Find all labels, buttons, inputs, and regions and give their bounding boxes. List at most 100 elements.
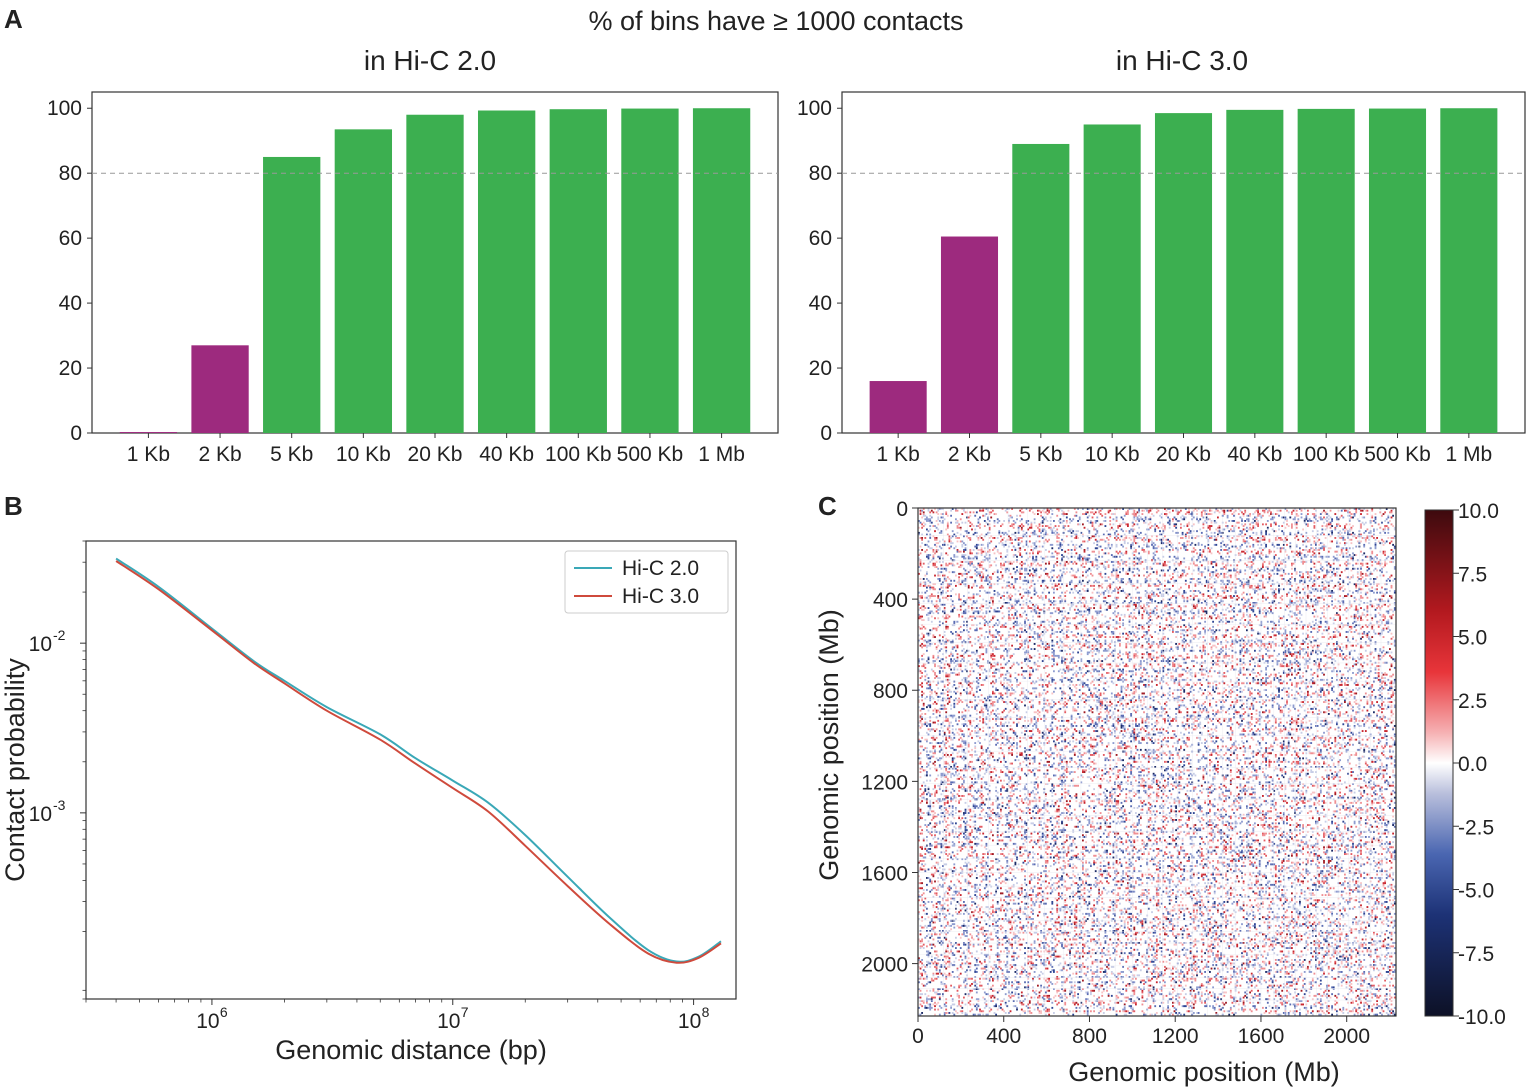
heatmap-cell [985, 733, 988, 736]
heatmap-cell [1017, 863, 1020, 866]
heatmap-cell [982, 672, 985, 674]
heatmap-cell [959, 795, 962, 797]
heatmap-cell [945, 829, 948, 832]
heatmap-cell [1008, 777, 1010, 780]
heatmap-cell [929, 697, 932, 700]
heatmap-cell [979, 610, 981, 613]
heatmap-cell [942, 520, 944, 522]
heatmap-cell [967, 675, 970, 678]
heatmap-cell [958, 880, 961, 883]
heatmap-cell [938, 993, 941, 996]
heatmap-cell [1001, 612, 1004, 615]
heatmap-cell [1016, 957, 1018, 960]
heatmap-cell [956, 634, 959, 637]
heatmap-cell [1008, 919, 1010, 922]
heatmap-cell [953, 672, 956, 674]
heatmap-cell [924, 663, 927, 666]
heatmap-cell [934, 844, 936, 847]
heatmap-cell [935, 906, 938, 909]
heatmap-cell [948, 665, 951, 668]
heatmap-cell [935, 967, 938, 970]
heatmap-cell [935, 646, 938, 649]
heatmap-cell [921, 796, 924, 799]
heatmap-cell [922, 839, 925, 842]
heatmap-cell [982, 701, 985, 704]
heatmap-cell [985, 699, 988, 702]
heatmap-cell [1020, 726, 1023, 729]
heatmap-cell [956, 969, 959, 972]
heatmap-cell [971, 624, 973, 627]
heatmap-cell [940, 965, 943, 968]
heatmap-cell [983, 853, 986, 856]
heatmap-cell [1024, 610, 1026, 613]
heatmap-cell [992, 596, 994, 599]
heatmap-cell [1009, 514, 1012, 517]
heatmap-cell [971, 952, 973, 955]
heatmap-cell [1008, 530, 1010, 533]
heatmap-cell [1000, 788, 1002, 791]
heatmap-cell [958, 912, 961, 915]
heatmap-cell [1022, 725, 1025, 727]
heatmap-cell [955, 885, 957, 888]
heatmap-cell [998, 880, 1001, 883]
heatmap-cell [937, 523, 940, 526]
heatmap-cell [951, 757, 954, 760]
heatmap-cell [992, 979, 994, 982]
heatmap-cell [919, 933, 922, 936]
heatmap-cell [1004, 877, 1007, 879]
heatmap-cell [1008, 514, 1010, 517]
heatmap-cell [1024, 757, 1026, 760]
heatmap-cell [967, 837, 970, 840]
heatmap-cell [963, 924, 965, 927]
heatmap-cell [964, 788, 967, 791]
heatmap-cell [967, 571, 970, 574]
heatmap-cell [959, 769, 962, 772]
heatmap-cell [932, 562, 935, 565]
heatmap-cell [987, 574, 989, 577]
heatmap-cell [975, 930, 978, 932]
heatmap-cell [958, 825, 961, 828]
heatmap-cell [988, 755, 991, 758]
heatmap-cell [940, 1006, 943, 1009]
heatmap-cell [1012, 730, 1015, 733]
heatmap-cell [1019, 694, 1022, 697]
heatmap-cell [980, 634, 983, 637]
heatmap-cell [918, 533, 920, 536]
heatmap-cell [926, 989, 928, 992]
heatmap-cell [972, 988, 975, 991]
heatmap-cell [975, 629, 978, 632]
heatmap-cell [990, 646, 993, 649]
heatmap-cell [958, 682, 961, 685]
heatmap-cell [922, 521, 925, 524]
heatmap-cell [969, 788, 972, 791]
heatmap-cell [1017, 776, 1020, 779]
heatmap-cell [956, 690, 959, 693]
heatmap-cell [961, 889, 964, 891]
heatmap-cell [1008, 776, 1010, 779]
heatmap-cell [974, 894, 977, 897]
heatmap-cell [1011, 965, 1014, 968]
heatmap-cell [1000, 743, 1002, 746]
heatmap-cell [935, 603, 938, 606]
heatmap-cell [945, 707, 948, 710]
heatmap-cell [1016, 1000, 1018, 1003]
heatmap-cell [990, 860, 993, 862]
heatmap-cell [998, 815, 1001, 818]
heatmap-cell [940, 815, 943, 818]
heatmap-cell [932, 996, 935, 999]
heatmap-cell [1001, 725, 1004, 727]
heatmap-cell [956, 950, 959, 953]
heatmap-cell [1022, 675, 1025, 678]
heatmap-cell [980, 952, 983, 955]
heatmap-cell [1004, 789, 1007, 792]
heatmap-cell [948, 779, 951, 782]
heatmap-cell [1019, 542, 1022, 545]
heatmap-cell [998, 960, 1001, 963]
heatmap-cell [982, 808, 985, 811]
heatmap-cell [988, 808, 991, 811]
heatmap-cell [1014, 636, 1017, 639]
heatmap-cell [964, 971, 967, 973]
heatmap-cell [951, 654, 954, 657]
heatmap-cell [958, 673, 961, 676]
heatmap-cell [919, 595, 922, 598]
